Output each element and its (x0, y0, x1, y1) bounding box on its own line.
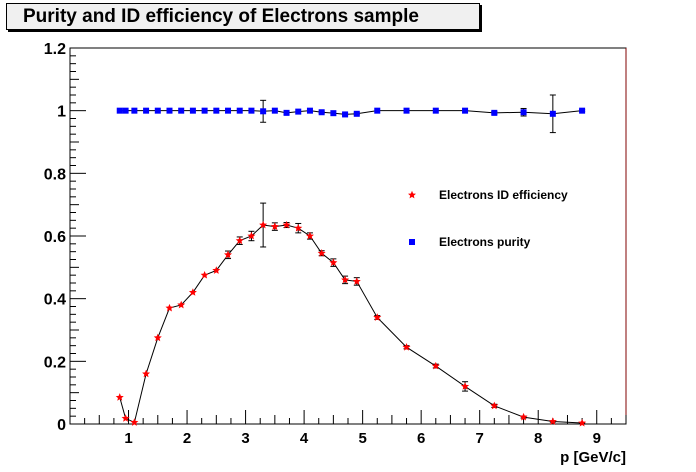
data-point (212, 266, 221, 274)
data-point (329, 258, 338, 267)
data-point (403, 107, 410, 114)
legend-label: Electrons purity (439, 235, 531, 249)
series-line (119, 110, 583, 115)
data-point (330, 110, 337, 117)
data-point (236, 107, 243, 114)
legend-entry-1: Electrons purity (409, 235, 531, 249)
data-point (115, 393, 124, 401)
data-point (491, 109, 498, 116)
title-box: Purity and ID efficiency of Electrons sa… (6, 3, 480, 30)
data-point (461, 382, 470, 390)
x-tick-label: 9 (593, 430, 601, 447)
data-point (166, 107, 173, 114)
x-tick-label: 4 (300, 430, 309, 447)
data-point (122, 107, 129, 114)
data-point (294, 223, 303, 232)
data-point (295, 108, 302, 115)
data-point (116, 107, 123, 114)
data-point (247, 231, 256, 240)
data-point (121, 414, 130, 422)
data-point (200, 270, 209, 279)
data-point (283, 109, 290, 116)
data-point (235, 236, 244, 245)
y-tick-label: 0.8 (44, 166, 66, 183)
data-point (224, 250, 233, 259)
x-tick-label: 1 (124, 430, 132, 447)
data-point (165, 303, 174, 312)
y-tick-label: 1.2 (44, 41, 66, 58)
legend-entry-0: Electrons ID efficiency (408, 188, 568, 202)
plot-border (69, 47, 627, 425)
y-tick-label: 0.2 (44, 354, 66, 371)
data-point (579, 107, 586, 114)
data-point (201, 107, 208, 114)
data-point (548, 417, 557, 425)
data-point (154, 107, 161, 114)
y-tick-label: 0.4 (44, 292, 66, 309)
data-point (578, 418, 587, 427)
data-point (549, 110, 556, 117)
data-point (373, 313, 382, 321)
x-tick-label: 5 (358, 430, 366, 447)
data-point (188, 288, 197, 296)
data-point (352, 277, 361, 285)
data-point (248, 107, 255, 114)
data-point (177, 300, 186, 309)
data-point (260, 108, 267, 115)
data-point (342, 111, 349, 118)
data-point (519, 412, 528, 421)
data-point (317, 249, 326, 257)
x-tick-label: 8 (534, 430, 542, 447)
data-point (520, 109, 527, 116)
data-point (130, 418, 139, 426)
x-tick-label: 3 (241, 430, 249, 447)
series-layer (115, 94, 587, 427)
data-point (259, 220, 268, 229)
y-tick-label: 1 (57, 104, 66, 121)
data-point (178, 107, 185, 114)
x-axis-label: p [GeV/c] (560, 449, 626, 466)
series-0 (115, 202, 587, 427)
data-point (402, 343, 411, 351)
data-point (431, 361, 440, 370)
data-point (318, 109, 325, 116)
data-point (270, 222, 279, 230)
chart-title: Purity and ID efficiency of Electrons sa… (23, 6, 419, 27)
x-tick-label: 2 (183, 430, 191, 447)
data-point (225, 107, 232, 114)
data-point (462, 107, 469, 114)
data-point (306, 107, 313, 114)
legend-marker (408, 190, 416, 199)
data-point (353, 110, 360, 117)
legend-marker (409, 239, 415, 245)
plot-frame (69, 47, 627, 425)
data-point (271, 107, 278, 114)
data-point (305, 231, 314, 240)
series-1 (116, 94, 586, 134)
data-point (282, 220, 291, 229)
legend: Electrons ID efficiency Electrons purity (408, 188, 568, 249)
axes: 1 2 3 4 5 6 7 8 9 0 0.2 0.4 0.6 0.8 1 1.2 p [GeV/c] (44, 41, 627, 466)
data-point (490, 401, 499, 410)
data-point (153, 333, 162, 342)
data-point (143, 107, 150, 114)
y-tick-label: 0.6 (44, 229, 66, 246)
data-point (341, 275, 350, 284)
data-point (142, 369, 151, 378)
y-tick-label: 0 (57, 417, 66, 434)
data-point (189, 107, 196, 114)
data-point (374, 107, 381, 114)
series-line (119, 224, 583, 424)
data-point (432, 107, 439, 114)
x-tick-label: 7 (476, 430, 484, 447)
data-point (131, 107, 138, 114)
data-point (213, 107, 220, 114)
legend-label: Electrons ID efficiency (439, 188, 568, 202)
x-tick-label: 6 (417, 430, 425, 447)
